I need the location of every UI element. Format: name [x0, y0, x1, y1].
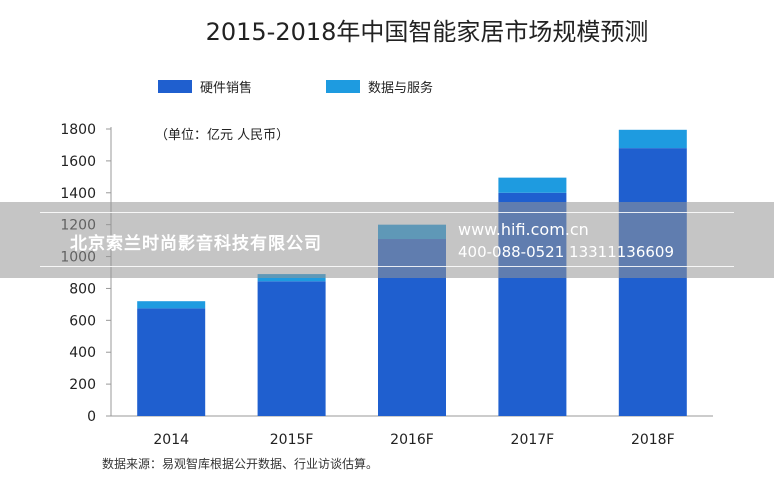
watermark-company: 北京索兰时尚影音科技有限公司: [70, 234, 322, 254]
legend: 硬件销售 数据与服务: [158, 80, 433, 96]
bar-hardware-2014: [137, 308, 206, 416]
watermark-divider-top: [40, 212, 734, 213]
y-tick-label: 200: [69, 377, 96, 393]
watermark-divider-bottom: [40, 266, 734, 267]
x-tick-label: 2016F: [390, 432, 434, 448]
legend-swatch-service: [326, 80, 360, 93]
x-tick-label: 2017F: [511, 432, 555, 448]
legend-label-hardware: 硬件销售: [200, 80, 252, 96]
y-tick-label: 400: [69, 345, 96, 361]
unit-note: （单位：亿元 人民币）: [155, 128, 289, 143]
bar-hardware-2018F: [618, 148, 687, 416]
bar-service-2014: [137, 301, 206, 309]
watermark-band: [0, 202, 774, 278]
watermark-phone: 400-088-0521 13311136609: [458, 243, 675, 261]
bar-service-2018F: [618, 129, 687, 149]
chart-title: 2015-2018年中国智能家居市场规模预测: [206, 18, 649, 46]
y-tick-label: 1800: [60, 122, 96, 138]
bar-service-2017F: [498, 177, 567, 193]
legend-label-service: 数据与服务: [368, 80, 433, 96]
y-tick-label: 800: [69, 281, 96, 297]
bar-hardware-2015F: [257, 281, 326, 416]
y-tick-label: 0: [87, 409, 96, 425]
y-tick-label: 1400: [60, 186, 96, 202]
y-tick-label: 1600: [60, 154, 96, 170]
watermark-url: www.hifi.com.cn: [458, 220, 589, 239]
legend-swatch-hardware: [158, 80, 192, 93]
y-tick-label: 600: [69, 313, 96, 329]
x-tick-label: 2018F: [631, 432, 675, 448]
x-tick-label: 2014: [153, 432, 189, 448]
x-tick-label: 2015F: [270, 432, 314, 448]
source-note: 数据来源：易观智库根据公开数据、行业访谈估算。: [102, 456, 378, 471]
x-ticks: 2014 2015F 2016F 2017F 2018F: [153, 432, 674, 448]
